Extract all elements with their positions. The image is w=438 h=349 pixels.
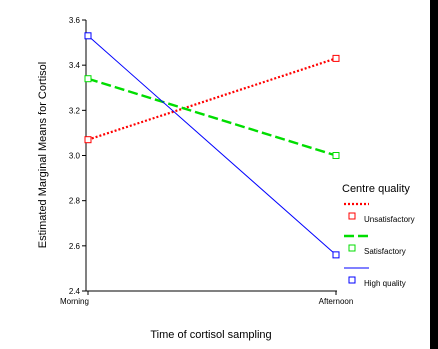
legend-marker-unsatisfactory bbox=[348, 212, 356, 220]
marker-unsatisfactory bbox=[84, 136, 92, 144]
marker-unsatisfactory bbox=[332, 54, 340, 62]
y-tick-label: 2.8 bbox=[69, 197, 81, 206]
marker-high-quality bbox=[332, 251, 340, 259]
y-ticks: 2.4 2.6 2.8 3.0 3.2 3.4 3.6 bbox=[69, 16, 86, 296]
legend-title: Centre quality bbox=[342, 183, 410, 195]
x-tick-label: Afternoon bbox=[319, 297, 354, 306]
y-tick-label: 3.0 bbox=[69, 152, 81, 161]
series-line-high-quality bbox=[87, 35, 337, 256]
y-tick-label: 2.4 bbox=[69, 287, 81, 296]
series-markers bbox=[84, 32, 340, 259]
legend-items: Unsatisfactory Satisfactory High quality bbox=[344, 202, 415, 288]
marker-satisfactory bbox=[332, 152, 340, 159]
marker-satisfactory bbox=[84, 75, 92, 83]
legend-marker-high-quality bbox=[348, 276, 356, 284]
legend-label-unsatisfactory: Unsatisfactory bbox=[364, 215, 415, 224]
x-ticks: Morning Afternoon bbox=[60, 291, 353, 306]
legend: Centre quality Unsatisfactory Satisfactor… bbox=[342, 183, 415, 288]
y-tick-label: 2.6 bbox=[69, 242, 81, 251]
x-tick-label: Morning bbox=[60, 297, 89, 306]
legend-marker-satisfactory bbox=[348, 244, 356, 252]
series-line-satisfactory bbox=[87, 77, 337, 157]
marker-high-quality bbox=[84, 32, 92, 40]
x-axis-title: Time of cortisol sampling bbox=[150, 329, 271, 341]
y-tick-label: 3.4 bbox=[69, 61, 81, 70]
y-axis-title: Estimated Marginal Means for Cortisol bbox=[37, 62, 49, 248]
axes bbox=[85, 20, 337, 292]
y-tick-label: 3.2 bbox=[69, 106, 81, 115]
legend-label-satisfactory: Satisfactory bbox=[364, 247, 406, 256]
series-lines bbox=[87, 35, 337, 256]
series-line-unsatisfactory bbox=[87, 57, 337, 141]
legend-label-high-quality: High quality bbox=[364, 279, 406, 288]
y-tick-label: 3.6 bbox=[69, 16, 81, 25]
